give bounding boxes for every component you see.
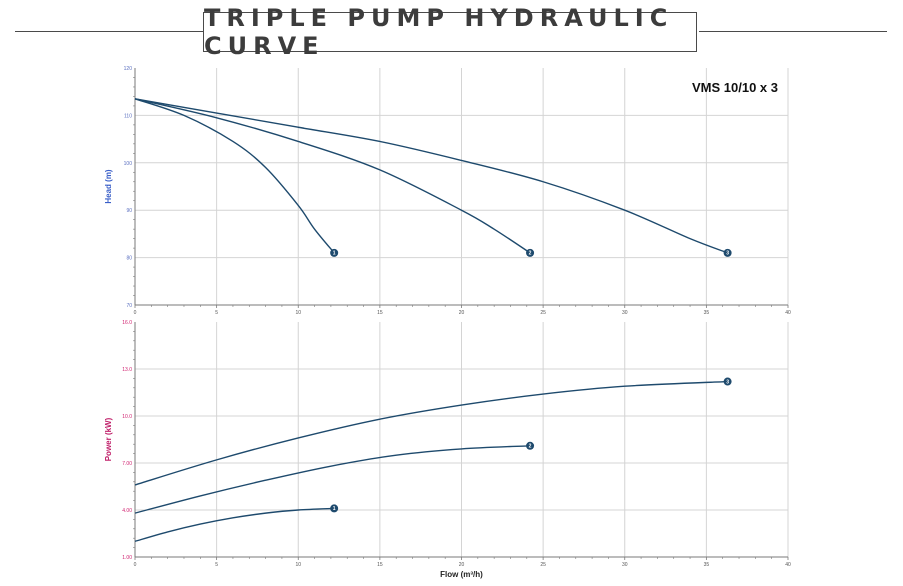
power-curve-marker-3 <box>723 377 732 386</box>
head-x-tick-label: 0 <box>134 310 137 316</box>
power-y-tick-label: 10.0 <box>122 414 132 420</box>
head-x-tick-label: 10 <box>295 310 301 316</box>
power-x-tick-label: 15 <box>377 562 383 568</box>
head-x-tick-label: 5 <box>215 310 218 316</box>
power-chart: 0 5 10 15 20 25 30 35 40 1.00 4.00 7.00 10.0 13.0 16.0… <box>104 320 791 579</box>
power-curve-1 <box>134 507 335 543</box>
power-x-tick-label: 0 <box>134 562 137 568</box>
head-x-tick-label: 15 <box>377 310 383 316</box>
page-title: TRIPLE PUMP HYDRAULIC CURVE <box>204 4 674 60</box>
power-x-tick-label: 25 <box>540 562 546 568</box>
power-curve-marker-label-3: 3 <box>726 379 729 385</box>
head-curve-marker-label-2: 2 <box>529 251 532 257</box>
head-y-tick-label: 70 <box>126 303 132 309</box>
power-x-tick-label: 30 <box>622 562 628 568</box>
head-x-tick-label: 25 <box>540 310 546 316</box>
head-y-axis-title: Head (m) <box>104 169 113 204</box>
power-curve-2 <box>134 445 531 514</box>
power-y-tick-label: 4.00 <box>122 508 132 514</box>
head-curve-marker-label-3: 3 <box>726 251 729 257</box>
power-curve-marker-1 <box>330 504 339 513</box>
power-curve-marker-2 <box>526 441 535 450</box>
power-curve-3 <box>134 380 728 486</box>
head-curve-2 <box>134 98 531 254</box>
power-y-tick-label: 13.0 <box>122 367 132 373</box>
head-y-tick-label: 80 <box>126 256 132 262</box>
power-x-axis-title: Flow (m³/h) <box>440 570 483 579</box>
head-curve-marker-label-1: 1 <box>333 251 336 257</box>
power-y-axis-title: Power (kW) <box>104 417 113 461</box>
head-y-tick-label: 110 <box>124 113 132 119</box>
head-curve-1 <box>134 98 335 254</box>
title-rule-left <box>15 31 203 32</box>
power-y-tick-label: 7.00 <box>122 461 132 467</box>
power-curve-marker-label-1: 1 <box>333 506 336 512</box>
title-rule-right <box>699 31 887 32</box>
head-curve-marker-3 <box>723 248 732 257</box>
power-y-tick-label: 16.0 <box>122 320 132 326</box>
power-x-tick-label: 20 <box>459 562 465 568</box>
title-banner: TRIPLE PUMP HYDRAULIC CURVE <box>0 0 903 60</box>
head-x-tick-label: 20 <box>459 310 465 316</box>
head-x-tick-label: 35 <box>704 310 710 316</box>
head-x-tick-label: 30 <box>622 310 628 316</box>
model-label: VMS 10/10 x 3 <box>692 80 778 95</box>
power-x-tick-label: 35 <box>704 562 710 568</box>
title-box: TRIPLE PUMP HYDRAULIC CURVE <box>203 4 697 60</box>
head-chart: 0 5 10 15 20 25 30 35 40 70 80 90 100 110 120 Head (m) V… <box>104 66 791 316</box>
head-curve-marker-2 <box>526 248 535 257</box>
head-y-tick-label: 100 <box>124 161 133 167</box>
power-curve-marker-label-2: 2 <box>529 444 532 450</box>
power-y-tick-label: 1.00 <box>122 555 132 561</box>
power-x-tick-label: 5 <box>215 562 218 568</box>
power-x-tick-label: 10 <box>295 562 301 568</box>
power-x-tick-label: 40 <box>785 562 791 568</box>
head-y-tick-label: 120 <box>124 66 133 72</box>
head-y-tick-label: 90 <box>126 208 132 214</box>
head-curve-marker-1 <box>330 248 339 257</box>
head-x-tick-label: 40 <box>785 310 791 316</box>
head-curve-3 <box>134 98 728 254</box>
